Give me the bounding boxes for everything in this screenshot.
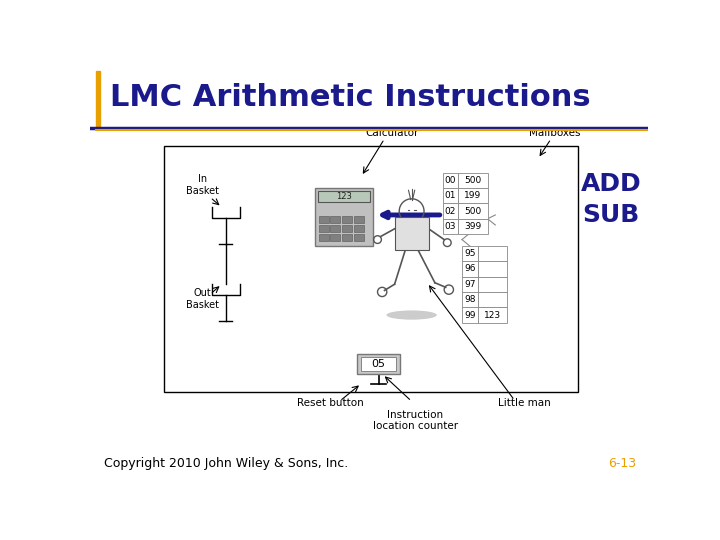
Bar bbox=[443, 173, 458, 188]
Text: 00: 00 bbox=[445, 176, 456, 185]
Bar bbox=[163, 146, 578, 392]
Text: 500: 500 bbox=[464, 207, 482, 215]
Bar bbox=[319, 225, 329, 232]
Text: Out
Basket: Out Basket bbox=[186, 288, 219, 310]
Bar bbox=[354, 225, 364, 232]
Text: 96: 96 bbox=[464, 265, 475, 273]
Text: Reset button: Reset button bbox=[297, 398, 364, 408]
Text: ADD: ADD bbox=[580, 172, 641, 196]
Bar bbox=[477, 246, 507, 261]
Bar bbox=[443, 219, 458, 234]
Bar bbox=[462, 246, 477, 261]
Bar bbox=[319, 215, 329, 222]
Bar bbox=[477, 261, 507, 276]
Bar bbox=[318, 191, 370, 202]
Bar bbox=[395, 217, 428, 249]
Bar bbox=[315, 188, 373, 246]
Text: Little man: Little man bbox=[498, 398, 550, 408]
Bar bbox=[354, 215, 364, 222]
Bar bbox=[342, 225, 352, 232]
Bar bbox=[342, 215, 352, 222]
Text: 199: 199 bbox=[464, 191, 482, 200]
Text: 98: 98 bbox=[464, 295, 475, 304]
Bar bbox=[443, 204, 458, 219]
Text: Mailboxes: Mailboxes bbox=[529, 129, 581, 138]
Bar bbox=[462, 292, 477, 307]
Bar bbox=[458, 204, 487, 219]
Text: 123: 123 bbox=[336, 192, 352, 201]
Text: 99: 99 bbox=[464, 310, 475, 320]
Ellipse shape bbox=[387, 310, 437, 320]
Bar bbox=[477, 276, 507, 292]
Bar bbox=[462, 261, 477, 276]
Bar bbox=[462, 307, 477, 323]
Bar bbox=[458, 173, 487, 188]
Text: 02: 02 bbox=[445, 207, 456, 215]
Text: In
Basket: In Basket bbox=[186, 174, 219, 195]
Bar bbox=[96, 71, 100, 126]
Text: 05: 05 bbox=[372, 359, 386, 369]
Text: 03: 03 bbox=[445, 222, 456, 231]
Text: SUB: SUB bbox=[582, 203, 639, 227]
Bar bbox=[458, 188, 487, 204]
Text: 123: 123 bbox=[484, 310, 501, 320]
Bar bbox=[354, 234, 364, 241]
Text: 399: 399 bbox=[464, 222, 482, 231]
Text: LMC Arithmetic Instructions: LMC Arithmetic Instructions bbox=[110, 83, 591, 112]
Bar bbox=[330, 234, 341, 241]
Text: Calculator: Calculator bbox=[366, 129, 419, 138]
Bar bbox=[477, 292, 507, 307]
Text: 500: 500 bbox=[464, 176, 482, 185]
Bar bbox=[477, 307, 507, 323]
Text: 6-13: 6-13 bbox=[608, 457, 636, 470]
Bar bbox=[443, 188, 458, 204]
Bar bbox=[330, 215, 341, 222]
Bar bbox=[342, 234, 352, 241]
Text: 01: 01 bbox=[445, 191, 456, 200]
Text: Copyright 2010 John Wiley & Sons, Inc.: Copyright 2010 John Wiley & Sons, Inc. bbox=[104, 457, 348, 470]
Bar bbox=[458, 219, 487, 234]
Bar bbox=[462, 276, 477, 292]
Bar bbox=[361, 357, 396, 372]
Text: 95: 95 bbox=[464, 249, 475, 258]
Bar bbox=[357, 354, 400, 374]
Bar bbox=[319, 234, 329, 241]
Text: 97: 97 bbox=[464, 280, 475, 289]
Text: Instruction
location counter: Instruction location counter bbox=[373, 410, 458, 431]
Bar bbox=[330, 225, 341, 232]
